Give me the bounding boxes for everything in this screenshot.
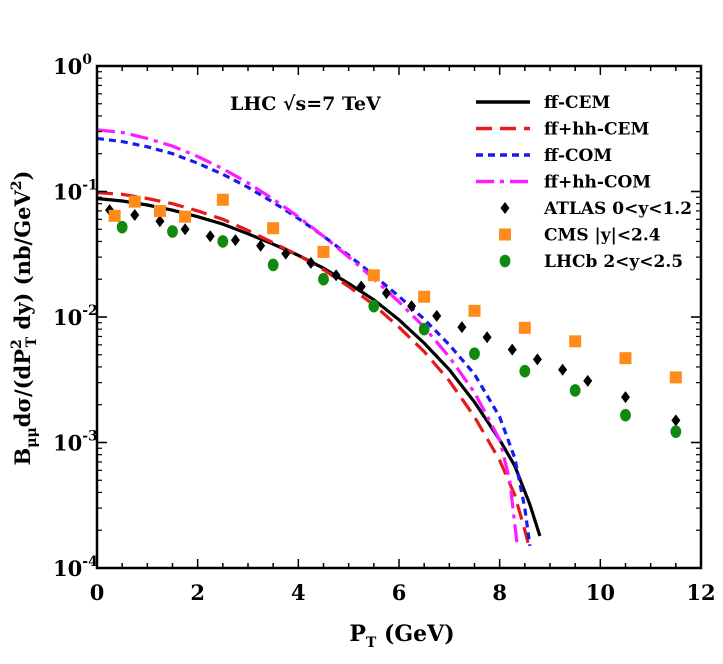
data-point-cms-y-2-4 <box>216 193 229 206</box>
x-tick-label: 8 <box>492 580 507 605</box>
y-label-part-sup2b: 2 <box>9 180 25 190</box>
x-tick-label: 12 <box>686 580 715 605</box>
series-line-ff-hh-cem <box>96 191 532 551</box>
y-label-part-close: ) <box>10 171 35 181</box>
data-point-atlas-0-y-1-2 <box>256 239 266 252</box>
plot-frame <box>95 64 703 570</box>
data-point-cms-y-2-4 <box>569 335 582 348</box>
y-axis-label: Bμμdσ/(dP2T dy) (nb/GeV2) <box>9 171 40 466</box>
x-axis-label-rest: (GeV) <box>376 621 454 647</box>
data-point-lhcb-2-y-2-5 <box>519 364 531 378</box>
data-point-cms-y-2-4 <box>267 222 280 235</box>
data-point-cms-y-2-4 <box>317 245 330 258</box>
y-label-part-dsigma: dσ/(dP <box>10 349 35 427</box>
legend-label-lhcb-2-y-2-5: LHCb 2<y<2.5 <box>544 252 683 272</box>
legend-label-atlas-0-y-1-2: ATLAS 0<y<1.2 <box>543 199 692 219</box>
y-tick-label: 100 <box>53 52 92 79</box>
data-point-lhcb-2-y-2-5 <box>116 220 128 234</box>
x-axis-label-main: P <box>349 621 366 647</box>
data-point-cms-y-2-4 <box>108 209 121 222</box>
series-line-ff-hh-com <box>96 128 519 547</box>
y-tick-label: 10-4 <box>53 554 98 581</box>
data-point-atlas-0-y-1-2 <box>671 414 681 427</box>
legend-marker-cms-y-2-4 <box>499 228 511 241</box>
legend-marker-atlas-0-y-1-2 <box>500 202 510 214</box>
data-point-cms-y-2-4 <box>367 269 380 282</box>
y-label-part-dy-units: dy) (nb/GeV <box>10 190 35 337</box>
data-point-atlas-0-y-1-2 <box>558 363 568 376</box>
data-point-cms-y-2-4 <box>468 304 481 317</box>
data-point-cms-y-2-4 <box>619 352 632 365</box>
chart-annotation: LHC √s=7 TeV <box>230 93 382 115</box>
x-tick-label: 4 <box>291 580 306 605</box>
data-point-atlas-0-y-1-2 <box>507 343 517 356</box>
data-point-atlas-0-y-1-2 <box>205 230 215 243</box>
data-point-lhcb-2-y-2-5 <box>368 299 380 313</box>
legend: ff-CEM ff+hh-CEM ff-COM ff+hh-COM ATLAS 0<y<… <box>476 93 692 272</box>
legend-label-ff-hh-cem: ff+hh-CEM <box>544 120 649 140</box>
series-line-ff-com <box>96 136 532 547</box>
y-label-part-mumu: μμ <box>24 427 40 448</box>
data-point-atlas-0-y-1-2 <box>482 331 492 344</box>
y-label-part-sup2: 2 <box>9 339 25 349</box>
x-axis-label: PT (GeV) <box>349 621 454 651</box>
data-point-atlas-0-y-1-2 <box>457 321 467 334</box>
data-point-lhcb-2-y-2-5 <box>418 322 430 336</box>
data-point-atlas-0-y-1-2 <box>331 269 341 282</box>
data-point-atlas-0-y-1-2 <box>281 247 291 260</box>
x-tick-label: 2 <box>190 580 205 605</box>
data-point-cms-y-2-4 <box>128 195 141 208</box>
y-tick-label: 10-1 <box>53 178 98 205</box>
y-label-part-b: B <box>10 448 35 466</box>
data-point-lhcb-2-y-2-5 <box>318 272 329 286</box>
data-point-atlas-0-y-1-2 <box>180 223 190 236</box>
data-point-atlas-0-y-1-2 <box>621 391 630 404</box>
data-point-lhcb-2-y-2-5 <box>167 225 178 238</box>
y-label-part-subT: T <box>24 336 40 347</box>
axis-ticks <box>96 65 702 569</box>
data-point-lhcb-2-y-2-5 <box>469 347 480 360</box>
legend-marker-lhcb-2-y-2-5 <box>499 254 511 268</box>
legend-label-ff-com: ff-COM <box>544 146 612 166</box>
data-point-lhcb-2-y-2-5 <box>620 408 631 422</box>
data-point-atlas-0-y-1-2 <box>532 353 542 366</box>
x-tick-label: 10 <box>586 580 615 605</box>
data-point-cms-y-2-4 <box>179 210 192 223</box>
data-point-atlas-0-y-1-2 <box>356 280 366 293</box>
data-point-lhcb-2-y-2-5 <box>670 425 682 438</box>
legend-label-cms-y-2-4: CMS |y|<2.4 <box>544 226 661 246</box>
data-point-atlas-0-y-1-2 <box>381 287 391 300</box>
data-point-lhcb-2-y-2-5 <box>569 384 581 397</box>
data-point-atlas-0-y-1-2 <box>432 309 442 322</box>
data-point-atlas-0-y-1-2 <box>155 215 165 228</box>
data-point-atlas-0-y-1-2 <box>583 374 593 387</box>
data-point-lhcb-2-y-2-5 <box>267 258 279 272</box>
y-tick-label: 10-2 <box>53 303 98 330</box>
data-point-atlas-0-y-1-2 <box>306 256 316 269</box>
plot-content <box>96 128 682 551</box>
tick-labels: 0 2 4 6 8 10 12 100 10-1 10-2 10-3 10-4 <box>53 52 716 605</box>
data-point-lhcb-2-y-2-5 <box>217 235 229 248</box>
data-point-cms-y-2-4 <box>518 321 531 334</box>
data-point-cms-y-2-4 <box>418 290 431 303</box>
data-point-cms-y-2-4 <box>669 371 682 384</box>
data-point-atlas-0-y-1-2 <box>230 234 240 247</box>
legend-label-ff-hh-com: ff+hh-COM <box>544 173 651 193</box>
x-axis-label-sub: T <box>366 635 377 651</box>
x-tick-label: 6 <box>392 580 407 605</box>
data-point-atlas-0-y-1-2 <box>130 208 140 221</box>
data-point-cms-y-2-4 <box>153 204 166 217</box>
data-point-atlas-0-y-1-2 <box>407 300 417 313</box>
x-tick-label: 0 <box>90 580 105 605</box>
legend-label-ff-cem: ff-CEM <box>544 93 610 113</box>
y-tick-label: 10-3 <box>53 429 98 456</box>
